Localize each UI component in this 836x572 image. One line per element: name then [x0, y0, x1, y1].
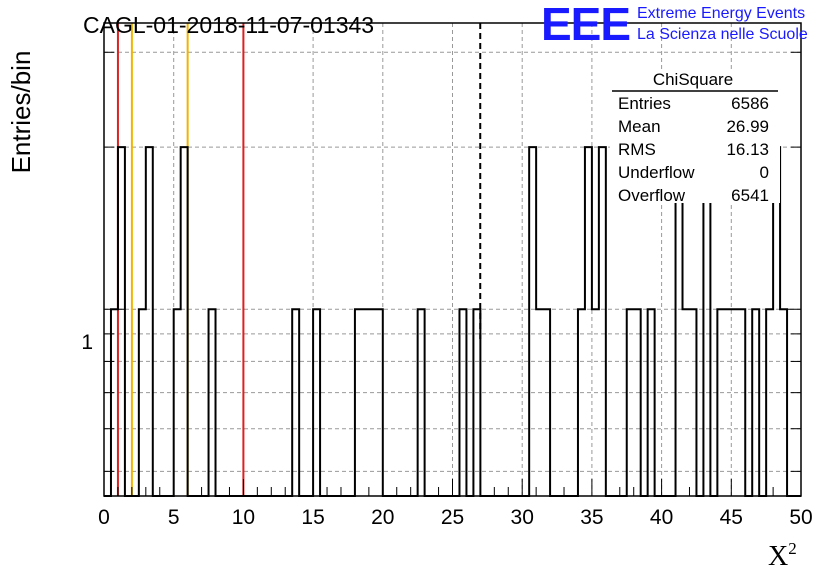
x-axis-label: X2: [768, 539, 797, 572]
x-tick-label: 45: [720, 506, 743, 529]
x-tick-label: 15: [301, 506, 324, 529]
axis-ticks: [103, 51, 802, 496]
stats-title: ChiSquare: [653, 70, 733, 89]
stats-label-mean: Mean: [618, 117, 661, 136]
x-tick-label: 10: [232, 506, 255, 529]
stats-label-entries: Entries: [618, 94, 671, 113]
stats-value-underflow: 0: [760, 163, 769, 182]
stats-value-mean: 26.99: [726, 117, 769, 136]
stats-label-rms: RMS: [618, 140, 656, 159]
x-tick-label: 50: [789, 506, 812, 529]
x-tick-label: 30: [511, 506, 534, 529]
stats-box: ChiSquare Entries 6586 Mean 26.99 RMS 16…: [610, 70, 780, 205]
x-tick-label: 25: [441, 506, 464, 529]
eee-logo: EEE Extreme Energy Events La Scienza nel…: [541, 0, 808, 50]
stats-value-entries: 6586: [731, 94, 769, 113]
stats-label-overflow: Overflow: [618, 186, 686, 205]
logo-line-1: Extreme Energy Events: [637, 5, 805, 22]
x-tick-label: 40: [650, 506, 673, 529]
y-axis-label: Entries/bin: [6, 51, 36, 174]
stats-box-background: [610, 70, 780, 203]
stats-value-rms: 16.13: [726, 140, 769, 159]
x-tick-label: 20: [371, 506, 394, 529]
x-tick-label: 5: [168, 506, 180, 529]
y-tick-label-1: 1: [81, 331, 93, 354]
x-tick-label: 0: [98, 506, 110, 529]
x-tick-label: 35: [580, 506, 603, 529]
eee-logo-mark: EEE: [541, 0, 630, 50]
logo-line-2: La Scienza nelle Scuole: [637, 26, 808, 43]
chart-title: CAGL-01-2018-11-07-01343: [83, 12, 374, 38]
stats-label-underflow: Underflow: [618, 163, 695, 182]
stats-value-overflow: 6541: [731, 186, 769, 205]
x-tick-labels: 0 5 10 15 20 25 30 35 40 45 50: [98, 506, 813, 529]
